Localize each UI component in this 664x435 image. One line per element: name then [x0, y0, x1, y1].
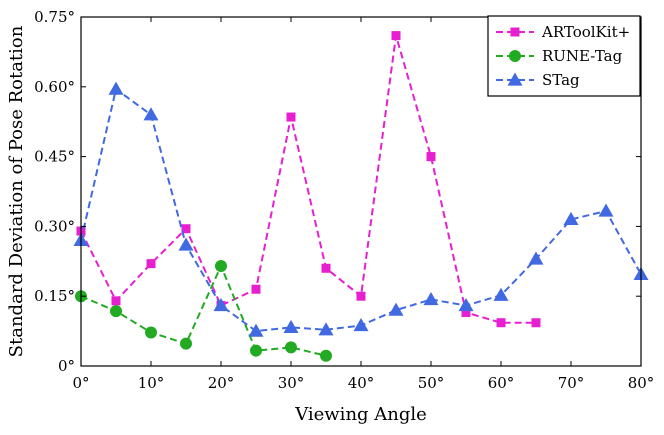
data-point-artoolkit — [251, 284, 261, 294]
x-tick-label: 10° — [138, 374, 165, 392]
series-layer — [73, 31, 649, 362]
data-point-artoolkit — [111, 296, 121, 306]
legend-item-artoolkit: ARToolKit+ — [496, 23, 630, 41]
data-point-stag — [423, 291, 439, 306]
data-point-artoolkit — [286, 112, 296, 122]
x-tick-label: 60° — [488, 374, 515, 392]
x-tick-label: 50° — [418, 374, 445, 392]
series-rune-tag — [75, 259, 332, 362]
x-tick-label: 70° — [558, 374, 585, 392]
legend-label: ARToolKit+ — [541, 23, 630, 41]
y-tick-label: 0.15° — [34, 287, 75, 305]
legend: ARToolKit+ RUNE-Tag STag — [487, 15, 641, 97]
data-point-artoolkit — [321, 263, 331, 273]
y-tick-label: 0.60° — [34, 78, 75, 96]
data-point-artoolkit — [531, 318, 541, 328]
data-point-rune-tag — [145, 326, 157, 339]
data-point-stag — [143, 107, 159, 121]
data-point-artoolkit — [461, 307, 471, 317]
data-point-stag — [458, 298, 474, 312]
data-point-stag — [353, 318, 369, 332]
y-tick-label: 0.45° — [34, 148, 75, 166]
legend-swatch-marker — [510, 27, 520, 37]
data-point-stag — [108, 81, 124, 95]
legend-label: RUNE-Tag — [542, 47, 623, 65]
legend-swatch-marker — [507, 72, 523, 86]
data-point-stag — [178, 237, 194, 251]
y-tick-label: 0.75° — [34, 8, 75, 26]
y-axis-title: Standard Deviation of Pose Rotation — [6, 25, 27, 357]
x-tick-label: 20° — [208, 374, 235, 392]
axis-ticks: 0° 10° 20° 30° 40° 50° 60° 70° 80° 0° 0.15° 0.30° 0.… — [34, 8, 654, 392]
x-axis-title: Viewing Angle — [294, 404, 427, 425]
data-point-rune-tag — [320, 349, 332, 362]
data-point-artoolkit — [181, 224, 191, 234]
data-point-rune-tag — [180, 337, 192, 350]
data-point-artoolkit — [496, 318, 506, 328]
data-point-rune-tag — [215, 259, 227, 272]
data-point-artoolkit — [146, 259, 156, 269]
data-point-artoolkit — [356, 291, 366, 301]
series-artoolkit — [76, 31, 541, 328]
x-tick-label: 30° — [278, 374, 305, 392]
series-line-artoolkit — [80, 35, 536, 324]
y-tick-label: 0.30° — [34, 217, 75, 235]
data-point-stag — [563, 211, 579, 226]
data-point-rune-tag — [110, 305, 122, 318]
data-point-stag — [213, 298, 229, 312]
data-point-rune-tag — [285, 341, 297, 354]
data-point-artoolkit — [391, 31, 401, 41]
data-point-stag — [318, 322, 334, 336]
legend-item-stag: STag — [496, 71, 580, 89]
legend-label: STag — [542, 71, 580, 89]
data-point-artoolkit — [426, 152, 436, 162]
x-tick-label: 80° — [628, 374, 655, 392]
legend-swatch-marker — [509, 50, 521, 62]
data-point-stag — [598, 203, 614, 217]
data-point-rune-tag — [250, 344, 262, 357]
data-point-stag — [528, 251, 544, 265]
x-tick-label: 40° — [348, 374, 375, 392]
series-stag — [73, 81, 649, 337]
legend-item-rune-tag: RUNE-Tag — [496, 47, 623, 65]
y-tick-label: 0° — [58, 357, 75, 375]
data-point-stag — [248, 323, 264, 337]
data-point-stag — [283, 319, 299, 334]
x-tick-label: 0° — [72, 374, 89, 392]
data-point-stag — [388, 302, 404, 316]
data-point-stag — [493, 287, 509, 301]
